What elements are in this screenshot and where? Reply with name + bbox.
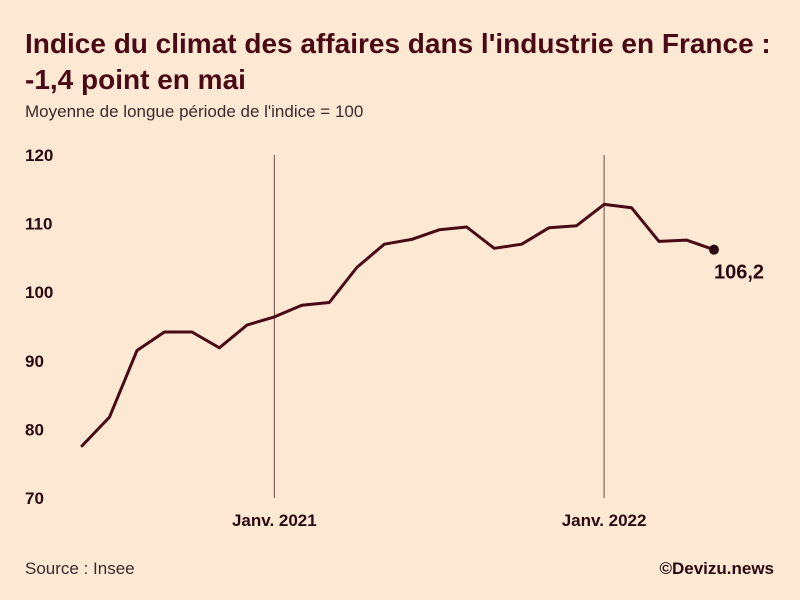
y-tick-label: 80	[25, 420, 44, 439]
y-tick-label: 90	[25, 352, 44, 371]
y-tick-label: 110	[25, 215, 52, 234]
series-line	[80, 202, 716, 448]
series-group: 106,2	[80, 202, 764, 448]
x-tick-label: Janv. 2022	[562, 511, 647, 530]
credit-link[interactable]: ©Devizu.news	[659, 559, 774, 578]
end-point-marker	[709, 244, 719, 255]
x-tick-label: Janv. 2021	[232, 511, 317, 530]
y-tick-label: 120	[25, 146, 53, 165]
end-value-label: 106,2	[714, 262, 764, 284]
y-axis-tick-labels: 120 110 100 90 80 70	[25, 146, 53, 508]
chart-title: Indice du climat des affaires dans l'ind…	[25, 28, 771, 95]
chart-subtitle: Moyenne de longue période de l'indice = …	[25, 102, 364, 121]
x-axis-ticks: Janv. 2021 Janv. 2022	[232, 155, 647, 530]
y-tick-label: 70	[25, 489, 44, 508]
y-tick-label: 100	[25, 283, 53, 302]
source-note: Source : Insee	[25, 559, 135, 578]
